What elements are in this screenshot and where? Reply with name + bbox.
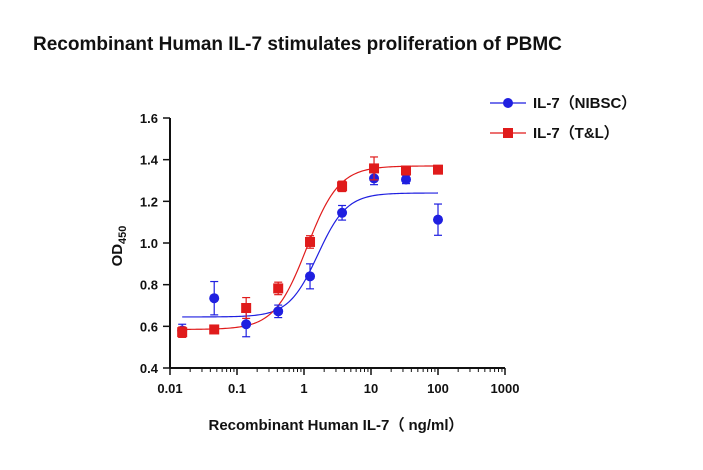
data-point xyxy=(209,293,220,304)
legend-marker xyxy=(503,128,513,138)
y-tick-label: 1.0 xyxy=(140,236,158,251)
data-point xyxy=(273,283,284,294)
legend: IL-7（NIBSC） IL-7（T&L） xyxy=(490,94,636,142)
data-point xyxy=(241,303,252,313)
axes: 0.01 0.1 1 10 100 1000 0.4 0.6 0.8 1.0 1.2 1.4 1.6 xyxy=(140,111,520,396)
y-tick-label: 1.6 xyxy=(140,111,158,126)
data-point xyxy=(273,306,284,317)
x-tick-label: 10 xyxy=(364,381,378,396)
x-tick-label: 1 xyxy=(300,381,307,396)
data-marks xyxy=(177,156,443,338)
legend-label: IL-7（T&L） xyxy=(533,124,619,142)
data-point xyxy=(305,236,316,247)
y-tick-label: 0.6 xyxy=(140,319,158,334)
y-tick-label: 1.2 xyxy=(140,194,158,209)
x-tick-label: 0.01 xyxy=(157,381,182,396)
data-point xyxy=(177,327,188,338)
fit-curve xyxy=(182,192,439,318)
x-tick-label: 0.1 xyxy=(228,381,246,396)
y-axis-title-subscript: 450 xyxy=(117,226,129,244)
x-tick-label: 100 xyxy=(427,381,449,396)
x-axis-title: Recombinant Human IL-7（ ng/ml） xyxy=(208,416,463,434)
y-axis-title-main: OD xyxy=(109,244,126,267)
data-point xyxy=(337,181,348,192)
data-point xyxy=(305,271,316,282)
data-point xyxy=(401,174,412,185)
data-point xyxy=(433,214,443,225)
y-tick-label: 0.4 xyxy=(140,361,159,376)
legend-label: IL-7（NIBSC） xyxy=(533,94,636,112)
data-point xyxy=(337,207,348,218)
data-point xyxy=(369,163,380,174)
y-tick-label: 0.8 xyxy=(140,278,158,293)
chart-title: Recombinant Human IL-7 stimulates prolif… xyxy=(33,34,562,55)
data-point xyxy=(401,165,412,176)
data-point xyxy=(433,164,443,175)
y-axis-title: OD450 xyxy=(109,226,129,267)
y-tick-label: 1.4 xyxy=(140,153,159,168)
data-point xyxy=(241,319,252,330)
legend-marker xyxy=(503,98,513,108)
x-tick-label: 1000 xyxy=(491,381,520,396)
data-point xyxy=(209,324,220,335)
